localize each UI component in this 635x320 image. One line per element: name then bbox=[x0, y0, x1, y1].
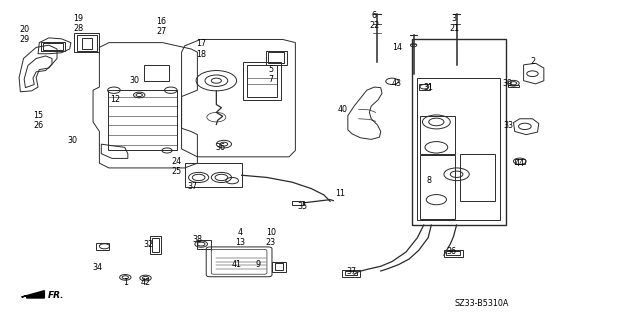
Bar bbox=[74, 33, 100, 52]
Text: 14: 14 bbox=[392, 43, 402, 52]
Text: 9: 9 bbox=[255, 260, 260, 269]
Bar bbox=[292, 201, 304, 205]
Text: 31: 31 bbox=[424, 83, 434, 92]
Bar bbox=[420, 155, 455, 219]
Bar bbox=[412, 39, 506, 225]
Text: 3
21: 3 21 bbox=[449, 14, 459, 33]
Bar bbox=[345, 271, 358, 276]
Bar bbox=[144, 65, 169, 81]
Bar bbox=[265, 51, 286, 65]
Bar bbox=[41, 42, 65, 51]
Text: 24
25: 24 25 bbox=[171, 157, 182, 176]
Text: 19
28: 19 28 bbox=[74, 14, 84, 33]
Bar bbox=[460, 154, 495, 201]
Text: 32: 32 bbox=[143, 240, 153, 249]
Bar bbox=[509, 85, 519, 87]
Text: 2: 2 bbox=[530, 57, 535, 66]
Bar bbox=[274, 263, 283, 270]
Text: FR.: FR. bbox=[48, 291, 64, 300]
Bar bbox=[152, 238, 159, 252]
Bar bbox=[185, 163, 242, 187]
Text: 16
27: 16 27 bbox=[156, 17, 166, 36]
Bar bbox=[97, 244, 109, 251]
Text: 11: 11 bbox=[335, 189, 345, 198]
Text: 44: 44 bbox=[515, 159, 525, 168]
Text: 15
26: 15 26 bbox=[33, 111, 43, 130]
Text: 43: 43 bbox=[392, 79, 402, 88]
Text: 36: 36 bbox=[446, 247, 457, 256]
Text: 41: 41 bbox=[232, 260, 241, 269]
Text: 4
13: 4 13 bbox=[236, 228, 245, 247]
Bar bbox=[246, 66, 277, 97]
Bar bbox=[272, 262, 286, 272]
Bar bbox=[197, 240, 211, 249]
Text: 39: 39 bbox=[502, 79, 512, 88]
Text: 40: 40 bbox=[338, 105, 348, 114]
Text: 33: 33 bbox=[504, 121, 514, 130]
Bar bbox=[444, 250, 463, 257]
Bar bbox=[77, 35, 97, 51]
Bar bbox=[515, 159, 525, 164]
Text: 30: 30 bbox=[129, 76, 139, 85]
Text: 1: 1 bbox=[123, 278, 128, 287]
Text: 36: 36 bbox=[215, 143, 225, 152]
Bar bbox=[417, 77, 500, 220]
Text: 8: 8 bbox=[426, 176, 431, 185]
Bar bbox=[150, 236, 161, 253]
Bar bbox=[446, 251, 460, 255]
Text: 38: 38 bbox=[192, 235, 203, 244]
Text: 34: 34 bbox=[93, 263, 102, 272]
Text: 20
29: 20 29 bbox=[19, 25, 29, 44]
Text: 35: 35 bbox=[297, 203, 307, 212]
Bar bbox=[243, 62, 281, 100]
Text: 6
22: 6 22 bbox=[370, 11, 380, 30]
Text: 30: 30 bbox=[67, 136, 77, 146]
Text: 12: 12 bbox=[110, 95, 120, 104]
Bar bbox=[418, 84, 430, 90]
Text: 10
23: 10 23 bbox=[265, 228, 276, 247]
Text: 5
7: 5 7 bbox=[268, 65, 273, 84]
Polygon shape bbox=[22, 291, 44, 298]
Bar bbox=[107, 90, 177, 150]
Bar bbox=[82, 38, 92, 49]
Text: 17
18: 17 18 bbox=[196, 39, 206, 59]
Bar bbox=[268, 52, 284, 63]
Bar bbox=[420, 116, 455, 154]
Bar bbox=[342, 270, 360, 277]
Text: SZ33-B5310A: SZ33-B5310A bbox=[455, 299, 509, 308]
Text: 37: 37 bbox=[346, 267, 356, 276]
Bar bbox=[43, 43, 64, 50]
Text: 42: 42 bbox=[140, 278, 150, 287]
Text: 37: 37 bbox=[187, 182, 197, 191]
